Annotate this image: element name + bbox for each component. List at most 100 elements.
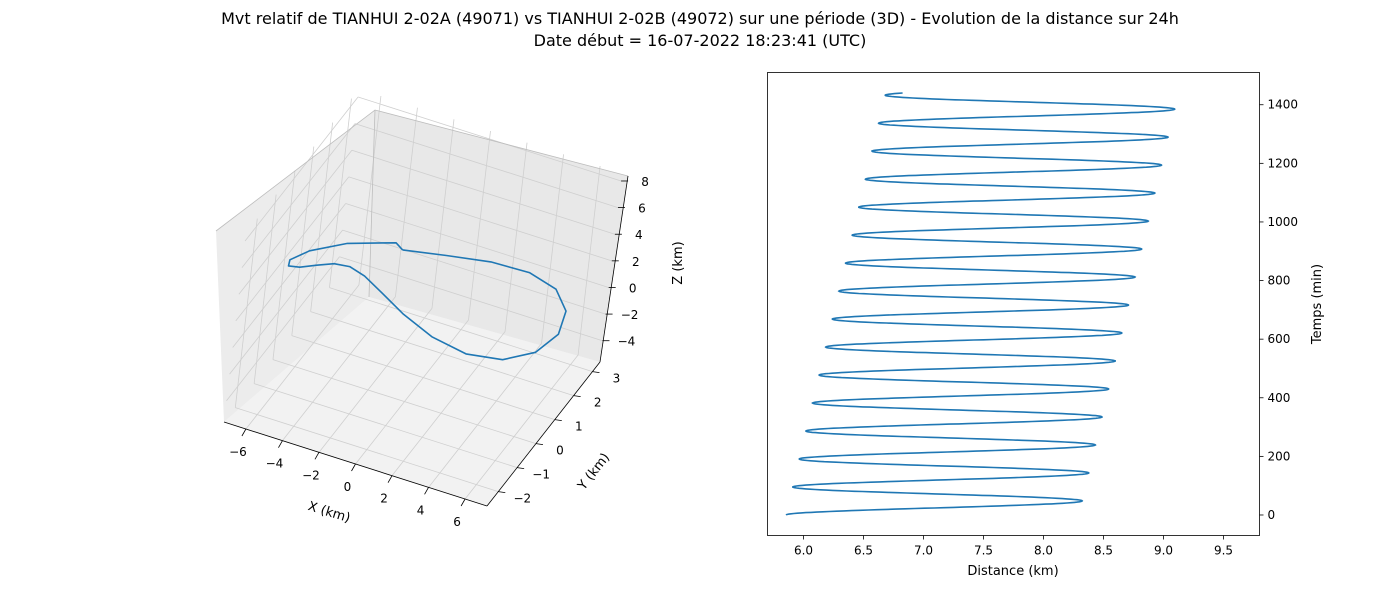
figure-subtitle: Date début = 16-07-2022 18:23:41 (UTC) xyxy=(533,31,867,50)
grid-line-x-back xyxy=(577,165,601,356)
plot-frame xyxy=(767,72,1260,536)
time-axis-label: Temps (min) xyxy=(1310,264,1325,345)
grid-line-x-floor xyxy=(464,354,579,500)
grid-line-x-back xyxy=(358,95,382,286)
relative-trajectory-line xyxy=(287,242,567,361)
y-axis-line xyxy=(486,361,601,507)
grid-line-x-back xyxy=(431,119,455,309)
grid-line-y-floor xyxy=(272,359,537,444)
distance-evolution-plot: 6.0 6.5 7.0 7.5 8.0 8.5 9.0 9.5 0 200 400 600 800 100… xyxy=(767,72,1325,579)
z-axis-tick-label: −2 xyxy=(621,308,639,322)
grid-line-z-side xyxy=(229,229,343,375)
distance-tick-label: 8.5 xyxy=(1094,544,1113,558)
grid-line-z-side xyxy=(232,203,346,348)
y-axis-tick xyxy=(517,467,525,469)
distance-tick-label: 6.0 xyxy=(794,544,813,558)
time-tick-label: 400 xyxy=(1268,391,1291,405)
z-axis-tick-label: 0 xyxy=(629,281,637,295)
y-axis-tick xyxy=(498,491,506,493)
time-tick-label: 1200 xyxy=(1268,156,1299,170)
grid-3d xyxy=(226,95,622,500)
distance-tick-label: 8.0 xyxy=(1034,544,1053,558)
distance-tick-label: 9.0 xyxy=(1154,544,1173,558)
grid-line-z-back xyxy=(351,149,615,235)
distance-tick-label: 6.5 xyxy=(854,544,873,558)
vertical-edge xyxy=(368,109,376,298)
grid-line-z-back xyxy=(345,203,609,288)
time-tick-label: 1400 xyxy=(1268,98,1299,112)
grid-line-z-back xyxy=(339,256,603,342)
z-axis-tick-label: 6 xyxy=(638,202,646,216)
grid-line-z-back xyxy=(354,123,619,208)
grid-line-x-back xyxy=(504,142,528,332)
z-axis-tick-label: 2 xyxy=(632,255,640,269)
distance-tick-label: 9.5 xyxy=(1214,544,1233,558)
z-axis-tick-label: 4 xyxy=(635,228,643,242)
y-axis-tick xyxy=(573,395,581,397)
distance-tick-label: 7.0 xyxy=(914,544,933,558)
y-axis-tick-label: −2 xyxy=(513,492,531,506)
x-axis-tick xyxy=(351,463,356,472)
grid-line-y-floor xyxy=(329,287,593,372)
grid-line-z-side xyxy=(235,176,350,322)
z-axis-tick-label: −4 xyxy=(618,335,636,349)
ticks-2d: 6.0 6.5 7.0 7.5 8.0 8.5 9.0 9.5 0 200 400 600 800 100… xyxy=(794,98,1298,558)
grid-line-x-floor xyxy=(245,284,360,430)
grid-line-y-floor xyxy=(291,335,555,420)
grid-line-y-floor xyxy=(254,383,518,468)
x-axis-tick-label: −2 xyxy=(302,468,320,482)
time-tick-label: 200 xyxy=(1268,449,1291,463)
time-tick-label: 1000 xyxy=(1268,215,1299,229)
grid-line-x-back xyxy=(395,107,418,297)
y-axis-tick-label: 1 xyxy=(575,420,583,434)
floor-pane xyxy=(224,297,600,506)
x-axis-tick-label: 0 xyxy=(344,480,352,494)
y-axis-tick xyxy=(535,443,544,445)
x-axis-tick-label: 6 xyxy=(453,515,461,529)
grid-line-y-side xyxy=(234,218,258,408)
x-axis-tick xyxy=(387,475,393,483)
grid-line-x-floor xyxy=(428,343,542,488)
grid-line-x-back xyxy=(541,154,564,344)
grid-line-x-back xyxy=(468,130,491,321)
distance-curve xyxy=(785,92,1176,516)
time-tick-label: 0 xyxy=(1268,508,1276,522)
grid-line-z-side xyxy=(244,96,359,242)
y-axis-tick-label: −1 xyxy=(532,468,550,482)
y-axis-tick xyxy=(554,419,562,421)
x-axis-tick xyxy=(241,428,247,437)
grid-line-x-floor xyxy=(318,308,433,453)
time-tick-label: 600 xyxy=(1268,332,1291,346)
y-axis-tick-label: 0 xyxy=(556,444,564,458)
x-axis-tick-label: −6 xyxy=(229,445,247,459)
x-axis-tick-label: 2 xyxy=(380,492,388,506)
y-axis-tick-label: 2 xyxy=(594,396,602,410)
grid-line-x-floor xyxy=(282,296,396,441)
grid-line-z-side xyxy=(226,256,340,401)
grid-line-y-side xyxy=(272,170,296,360)
z-axis-line xyxy=(599,175,629,363)
time-tick-label: 800 xyxy=(1268,274,1291,288)
x-axis-tick xyxy=(460,498,466,507)
y-axis-tick xyxy=(592,371,600,373)
y-axis-label: Y (km) xyxy=(575,451,614,494)
grid-line-z-side xyxy=(241,123,356,268)
z-axis-tick-label: 8 xyxy=(641,175,649,189)
grid-line-z-back xyxy=(348,176,612,262)
y-axis-tick-label: 3 xyxy=(613,372,621,386)
grid-line-z-side xyxy=(238,149,353,295)
grid-line-x-floor xyxy=(355,319,469,465)
x-axis-tick-label: 4 xyxy=(417,503,425,517)
back-right-pane xyxy=(369,110,628,362)
figure-title: Mvt relatif de TIANHUI 2-02A (49071) vs … xyxy=(221,9,1179,28)
distance-tick-label: 7.5 xyxy=(974,544,993,558)
grid-line-y-side xyxy=(253,194,277,384)
x-axis-tick xyxy=(314,452,320,460)
z-axis-label: Z (km) xyxy=(671,241,686,284)
grid-line-x-floor xyxy=(391,331,506,476)
x-axis-label: X (km) xyxy=(306,499,352,526)
grid-line-y-floor xyxy=(235,407,499,492)
grid-line-y-side xyxy=(329,98,352,288)
